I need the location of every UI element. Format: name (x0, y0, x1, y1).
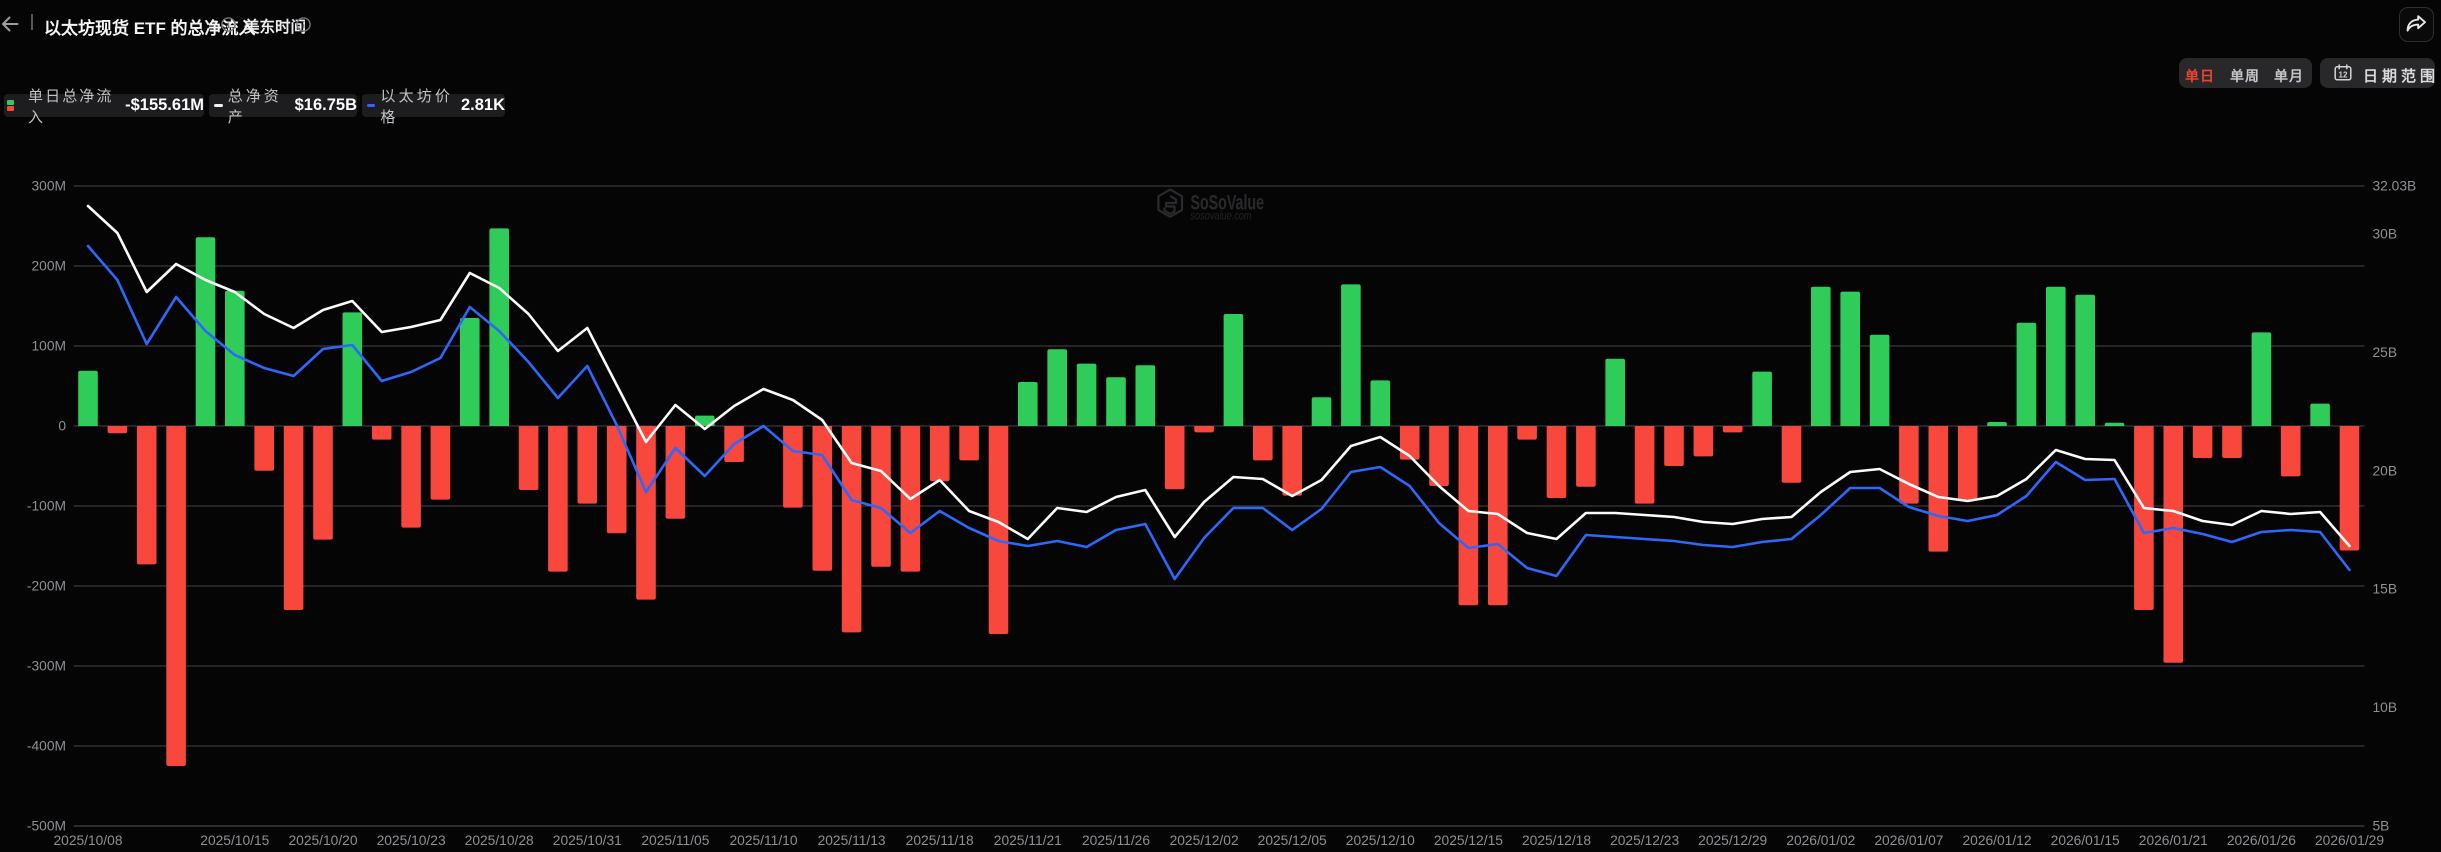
svg-text:2025/12/15: 2025/12/15 (1434, 833, 1503, 848)
svg-text:200M: 200M (31, 259, 66, 274)
svg-text:-100M: -100M (27, 499, 66, 514)
svg-text:10B: 10B (2373, 700, 2398, 715)
svg-text:2025/11/10: 2025/11/10 (729, 833, 797, 848)
svg-text:-500M: -500M (27, 819, 66, 834)
svg-text:2025/11/05: 2025/11/05 (641, 833, 709, 848)
svg-text:2025/12/02: 2025/12/02 (1170, 833, 1239, 848)
svg-text:2025/12/18: 2025/12/18 (1522, 833, 1591, 848)
svg-text:2025/11/26: 2025/11/26 (1082, 833, 1150, 848)
svg-text:2025/10/31: 2025/10/31 (553, 833, 622, 848)
svg-text:2026/01/12: 2026/01/12 (1962, 833, 2031, 848)
svg-text:2025/12/05: 2025/12/05 (1258, 833, 1327, 848)
svg-text:-200M: -200M (27, 579, 66, 594)
svg-text:20B: 20B (2373, 463, 2398, 478)
svg-text:12: 12 (2339, 71, 2348, 80)
svg-text:32.03B: 32.03B (2373, 179, 2417, 194)
svg-text:2026/01/26: 2026/01/26 (2227, 833, 2296, 848)
svg-text:2026/01/07: 2026/01/07 (1874, 833, 1943, 848)
svg-text:SoSoValue: SoSoValue (1191, 191, 1265, 215)
svg-text:2025/11/18: 2025/11/18 (906, 833, 974, 848)
svg-text:100M: 100M (31, 339, 66, 354)
svg-text:2025/11/21: 2025/11/21 (994, 833, 1062, 848)
svg-text:2025/11/13: 2025/11/13 (818, 833, 886, 848)
svg-text:2025/10/20: 2025/10/20 (288, 833, 357, 848)
svg-text:2025/12/10: 2025/12/10 (1346, 833, 1415, 848)
svg-text:-300M: -300M (27, 659, 66, 674)
svg-text:2026/01/15: 2026/01/15 (2051, 833, 2120, 848)
svg-text:2025/10/08: 2025/10/08 (53, 833, 122, 848)
svg-text:300M: 300M (31, 179, 66, 194)
svg-text:25B: 25B (2373, 345, 2398, 360)
svg-text:30B: 30B (2373, 227, 2398, 242)
svg-text:2026/01/29: 2026/01/29 (2315, 833, 2384, 848)
svg-text:2025/12/23: 2025/12/23 (1610, 833, 1679, 848)
svg-text:2025/10/23: 2025/10/23 (377, 833, 446, 848)
svg-text:sosovalue.com: sosovalue.com (1191, 211, 1252, 223)
svg-text:2025/10/28: 2025/10/28 (465, 833, 534, 848)
svg-text:2025/12/29: 2025/12/29 (1698, 833, 1767, 848)
svg-text:15B: 15B (2373, 582, 2398, 597)
svg-text:-400M: -400M (27, 739, 66, 754)
svg-text:0: 0 (58, 419, 66, 434)
svg-text:2025/10/15: 2025/10/15 (200, 833, 269, 848)
svg-text:2026/01/02: 2026/01/02 (1786, 833, 1855, 848)
svg-text:2026/01/21: 2026/01/21 (2139, 833, 2208, 848)
svg-text:5B: 5B (2373, 819, 2390, 834)
